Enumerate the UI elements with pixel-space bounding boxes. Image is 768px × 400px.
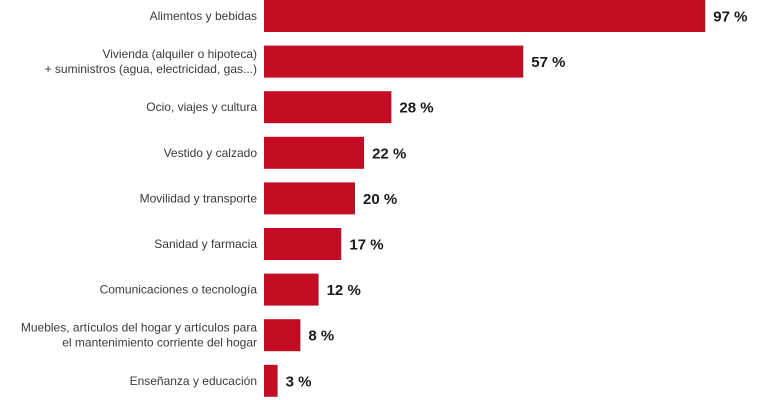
value-label-5: 17 %: [349, 237, 383, 254]
category-label-2-line-0: Ocio, viajes y cultura: [146, 100, 257, 114]
value-label-2: 28 %: [399, 100, 433, 117]
category-label-1-line-1: + suministros (agua, electricidad, gas..…: [45, 62, 257, 76]
category-label-0: Alimentos y bebidas: [150, 9, 257, 23]
bar-7: [264, 319, 301, 352]
bar-3: [264, 136, 365, 169]
category-label-1: Vivienda (alquiler o hipoteca) + suminist…: [45, 47, 257, 76]
bar-1: [264, 45, 524, 78]
category-label-6-line-0: Comunicaciones o tecnología: [100, 283, 258, 297]
category-label-8: Enseñanza y educación: [130, 374, 257, 388]
bar-8: [264, 364, 278, 397]
category-label-6: Comunicaciones o tecnología: [100, 283, 258, 297]
value-label-1: 57 %: [531, 54, 565, 71]
bar-6: [264, 273, 319, 306]
category-label-3-line-0: Vestido y calzado: [164, 146, 258, 160]
category-label-7: Muebles, artículos del hogar y artículos…: [21, 321, 257, 350]
category-label-4: Movilidad y transporte: [140, 191, 258, 205]
category-label-5-line-0: Sanidad y farmacia: [154, 237, 257, 251]
category-label-0-line-0: Alimentos y bebidas: [150, 9, 257, 23]
value-label-0: 97 %: [713, 9, 747, 26]
value-label-4: 20 %: [363, 191, 397, 208]
category-label-7-line-0: Muebles, artículos del hogar y artículos…: [21, 321, 257, 335]
category-label-3: Vestido y calzado: [164, 146, 258, 160]
category-label-1-line-0: Vivienda (alquiler o hipoteca): [102, 47, 257, 61]
value-label-8: 3 %: [286, 373, 312, 390]
category-label-7-line-1: el mantenimiento corriente del hogar: [62, 336, 257, 350]
category-label-4-line-0: Movilidad y transporte: [140, 191, 258, 205]
bar-5: [264, 228, 342, 260]
value-label-6: 12 %: [327, 282, 361, 299]
category-label-2: Ocio, viajes y cultura: [146, 100, 257, 114]
category-label-8-line-0: Enseñanza y educación: [130, 374, 257, 388]
category-label-5: Sanidad y farmacia: [154, 237, 257, 251]
bar-0: [264, 0, 706, 32]
bar-4: [264, 182, 355, 215]
value-label-3: 22 %: [372, 145, 406, 162]
bar-2: [264, 91, 392, 124]
value-label-7: 8 %: [308, 328, 334, 345]
